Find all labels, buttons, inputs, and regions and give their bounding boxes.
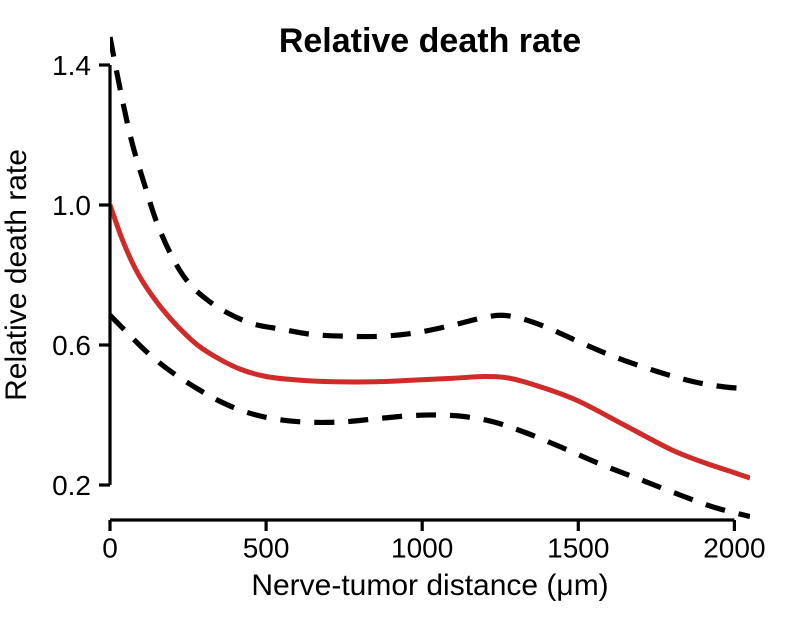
x-axis-label: Nerve-tumor distance (μm): [251, 569, 608, 602]
lower-ci-line: [110, 315, 750, 516]
center-line: [110, 205, 750, 478]
x-tick-label: 1500: [547, 533, 609, 564]
series-group: [110, 37, 750, 517]
x-tick-label: 2000: [703, 533, 765, 564]
y-tick-label: 1.4: [52, 50, 91, 81]
chart-title: Relative death rate: [279, 22, 581, 60]
x-tick-label: 1000: [391, 533, 453, 564]
upper-ci-line: [110, 37, 750, 389]
x-tick-label: 500: [243, 533, 290, 564]
y-axis-label: Relative death rate: [0, 149, 33, 401]
y-tick-label: 1.0: [52, 190, 91, 221]
y-tick-label: 0.2: [52, 470, 91, 501]
chart-svg: 0 500 1000 1500 2000 0.2 0.6 1.0 1.4 Relative dea…: [0, 0, 792, 618]
y-tick-label: 0.6: [52, 330, 91, 361]
x-tick-label: 0: [102, 533, 118, 564]
chart-container: 0 500 1000 1500 2000 0.2 0.6 1.0 1.4 Relative dea…: [0, 0, 792, 618]
